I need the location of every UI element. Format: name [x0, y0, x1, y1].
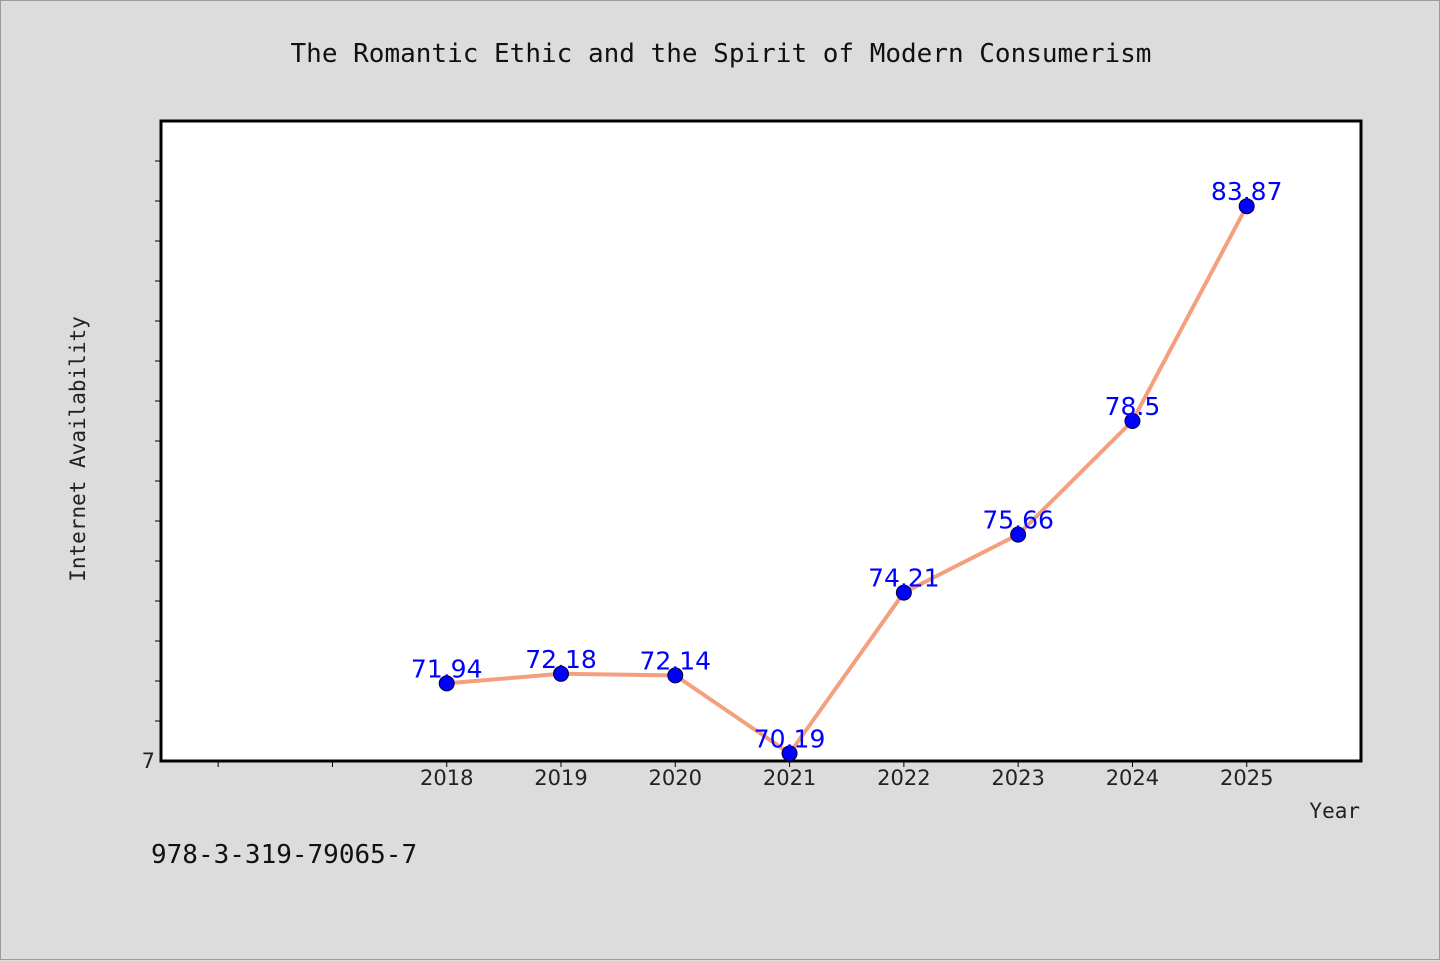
- data-label: 70.19: [754, 724, 826, 753]
- data-label: 83.87: [1211, 177, 1283, 206]
- plot-area: [159, 119, 1363, 763]
- data-point-marker: [1238, 198, 1255, 215]
- y-axis-label: Internet Availability: [66, 316, 90, 582]
- data-point-marker: [895, 584, 912, 601]
- data-label: 71.94: [411, 654, 483, 683]
- data-label: 78.5: [1105, 392, 1161, 421]
- x-tick-label: 2025: [1220, 766, 1273, 790]
- data-point-marker: [438, 675, 455, 692]
- x-axis-label: Year: [1309, 799, 1360, 823]
- data-label-group: 71.94 72.18 72.14 70.19 74.21 75.66 78.5 83.87: [411, 177, 1283, 753]
- x-tick-label: 2023: [991, 766, 1044, 790]
- data-label: 72.14: [639, 646, 711, 675]
- data-point-marker: [1124, 413, 1141, 429]
- series-line-group: [446, 205, 1249, 756]
- chart-title: The Romantic Ethic and the Spirit of Mod…: [291, 39, 1152, 69]
- data-point-marker: [781, 745, 798, 762]
- x-tick-label: 2018: [420, 766, 473, 790]
- series-line: [446, 205, 1249, 756]
- data-label: 74.21: [868, 564, 940, 593]
- data-point-marker: [1010, 526, 1027, 543]
- isbn-code: 978-3-319-79065-7: [151, 840, 417, 870]
- x-tick-label: 2024: [1106, 766, 1159, 790]
- x-tick-label: 2019: [534, 766, 587, 790]
- data-point-marker: [667, 667, 684, 684]
- axis-ticks: 2018 2019 2020 2021 2022 2023 2024 2025 7: [142, 160, 1273, 790]
- data-label: 72.18: [525, 645, 597, 674]
- data-label: 75.66: [982, 506, 1054, 535]
- x-tick-label: 2020: [649, 766, 702, 790]
- y-tick-label: 7: [142, 749, 155, 773]
- data-point-marker: [553, 665, 569, 682]
- marker-group: [438, 198, 1255, 762]
- x-tick-label: 2021: [763, 766, 816, 790]
- x-tick-label: 2022: [877, 766, 930, 790]
